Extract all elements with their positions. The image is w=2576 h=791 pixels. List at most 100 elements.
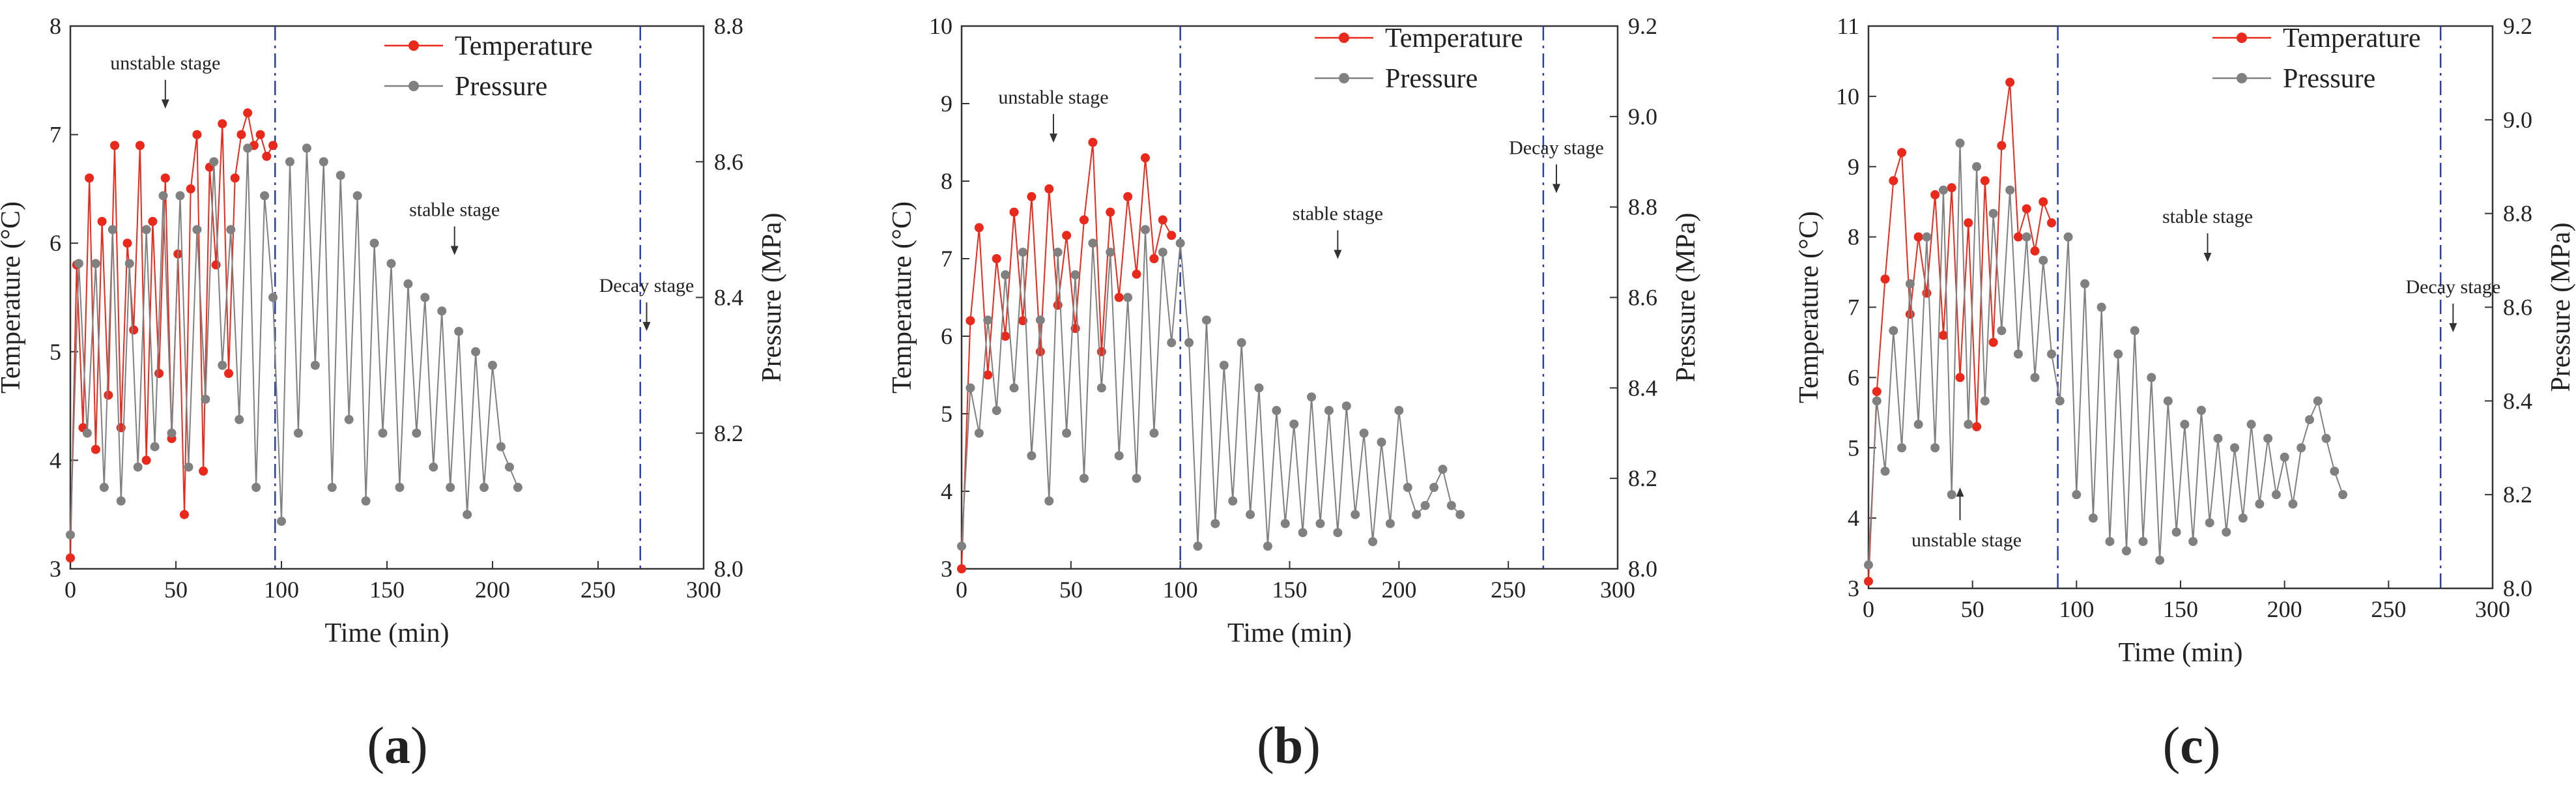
- annotation-arrowhead: [1334, 250, 1342, 259]
- y2-tick-label: 8.4: [714, 285, 743, 311]
- data-point-temperature: [1079, 215, 1089, 225]
- chart-panel-c: 0 50 100 150 200 250 300 3 4 5 6 7 8 9 10 11 8.0 8.2 8.4 8.…: [1717, 0, 2576, 791]
- data-point-pressure: [1307, 392, 1317, 402]
- data-point-temperature: [1972, 422, 1982, 431]
- legend-item-temperature: Temperature: [2212, 23, 2421, 53]
- series-temperature: [957, 137, 1177, 573]
- data-point-temperature: [211, 260, 221, 270]
- y-tick-label: 8: [941, 168, 952, 194]
- y-tick-label: 6: [941, 323, 952, 349]
- data-point-pressure: [2005, 185, 2015, 195]
- y2-axis-label: Pressure (MPa): [2546, 222, 2576, 392]
- data-point-pressure: [2297, 443, 2306, 453]
- data-point-pressure: [1123, 293, 1133, 302]
- annotation-arrowhead: [161, 99, 169, 109]
- data-point-pressure: [310, 360, 320, 370]
- data-point-pressure: [2088, 513, 2098, 523]
- x-tick-label: 150: [1272, 577, 1308, 603]
- data-point-temperature: [1114, 293, 1124, 302]
- data-point-pressure: [992, 406, 1001, 416]
- data-point-pressure: [319, 157, 328, 167]
- legend-label: Pressure: [2283, 64, 2375, 94]
- data-point-pressure: [429, 462, 438, 472]
- data-point-pressure: [974, 428, 984, 438]
- x-tick-label: 200: [475, 577, 510, 603]
- data-point-temperature: [110, 141, 120, 151]
- data-point-pressure: [1385, 519, 1395, 528]
- stage-annotation-label: unstable stage: [1911, 529, 2022, 551]
- data-point-temperature: [218, 119, 227, 128]
- data-point-pressure: [1359, 428, 1369, 438]
- data-point-pressure: [2080, 279, 2090, 289]
- data-point-pressure: [2213, 433, 2223, 443]
- data-point-temperature: [1158, 215, 1167, 225]
- y-tick-label: 10: [1836, 83, 1859, 109]
- data-point-pressure: [2288, 499, 2298, 509]
- data-point-temperature: [983, 370, 993, 380]
- data-point-temperature: [1964, 218, 1973, 228]
- data-point-pressure: [175, 191, 185, 201]
- data-point-pressure: [454, 326, 464, 336]
- data-point-temperature: [122, 238, 132, 248]
- data-point-pressure: [124, 259, 134, 268]
- data-point-pressure: [99, 483, 109, 493]
- data-point-temperature: [1930, 190, 1940, 199]
- data-point-pressure: [141, 225, 151, 235]
- y2-tick-label: 8.2: [2503, 482, 2532, 508]
- data-point-temperature: [1897, 148, 1907, 158]
- annotation-arrowhead: [642, 322, 651, 332]
- data-point-temperature: [1140, 153, 1150, 163]
- legend-swatch-marker: [408, 81, 419, 91]
- data-point-temperature: [1149, 254, 1159, 263]
- data-point-temperature: [1889, 176, 1898, 186]
- data-point-temperature: [1905, 309, 1915, 319]
- data-point-pressure: [983, 315, 993, 325]
- legend-swatch-marker: [2237, 33, 2247, 43]
- y-tick-label: 5: [50, 339, 61, 365]
- data-point-temperature: [129, 325, 139, 335]
- data-point-pressure: [1412, 510, 1422, 519]
- y-tick-label: 3: [1848, 575, 1859, 601]
- y2-tick-label: 8.8: [2503, 201, 2532, 227]
- data-point-temperature: [2047, 218, 2057, 228]
- x-tick-label: 0: [64, 577, 76, 603]
- data-point-pressure: [1889, 326, 1898, 336]
- x-tick-label: 200: [1381, 577, 1416, 603]
- y2-tick-label: 8.8: [714, 13, 743, 39]
- data-point-pressure: [1864, 560, 1873, 570]
- data-point-temperature: [91, 444, 100, 454]
- x-tick-label: 0: [956, 577, 967, 603]
- legend-item-pressure: Pressure: [2212, 64, 2375, 94]
- data-point-pressure: [1062, 428, 1072, 438]
- data-point-pressure: [1237, 338, 1246, 347]
- data-point-temperature: [1123, 192, 1133, 201]
- data-point-pressure: [2230, 443, 2240, 453]
- data-point-pressure: [184, 462, 193, 472]
- data-point-pressure: [1184, 338, 1194, 347]
- data-point-pressure: [1280, 519, 1290, 528]
- data-point-pressure: [260, 191, 270, 201]
- data-point-temperature: [2030, 246, 2040, 256]
- stage-annotation-label: stable stage: [2162, 206, 2253, 227]
- data-point-pressure: [2321, 433, 2331, 443]
- data-point-temperature: [1913, 232, 1923, 242]
- data-point-pressure: [1930, 443, 1940, 453]
- data-point-pressure: [1070, 270, 1080, 280]
- x-tick-label: 250: [2371, 596, 2406, 622]
- x-tick-label: 0: [1863, 596, 1874, 622]
- data-point-pressure: [2022, 232, 2031, 242]
- data-point-pressure: [192, 225, 202, 235]
- data-point-pressure: [488, 360, 497, 370]
- data-point-temperature: [966, 316, 975, 326]
- y-tick-label: 11: [1837, 13, 1859, 39]
- data-point-pressure: [1897, 443, 1907, 453]
- y-tick-label: 6: [50, 230, 61, 256]
- series-line-temperature: [961, 142, 1173, 569]
- y2-tick-label: 8.0: [714, 556, 743, 582]
- data-point-pressure: [1913, 420, 1923, 429]
- series-pressure: [1864, 138, 2348, 570]
- data-point-pressure: [471, 347, 481, 356]
- data-point-pressure: [1246, 510, 1255, 519]
- data-point-pressure: [1272, 406, 1281, 416]
- y2-tick-label: 8.2: [1628, 465, 1657, 491]
